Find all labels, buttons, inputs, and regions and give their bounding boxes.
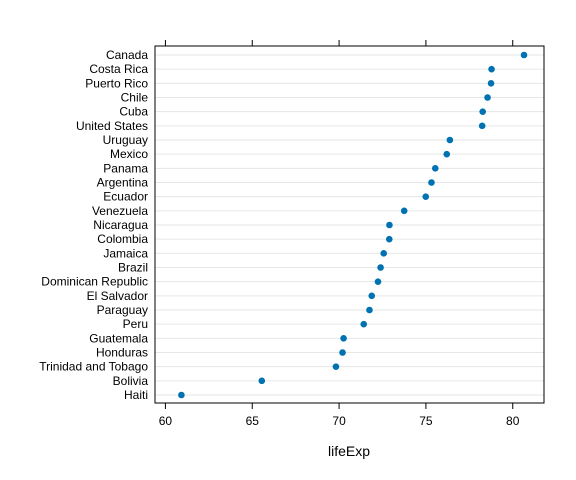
x-tick-label: 60: [159, 414, 173, 428]
category-label: Dominican Republic: [41, 275, 148, 289]
category-label: Colombia: [97, 232, 148, 246]
category-label: Bolivia: [113, 374, 149, 388]
data-point: [332, 363, 340, 370]
category-label: Panama: [103, 161, 148, 175]
category-label: Mexico: [110, 147, 148, 161]
category-label: Jamaica: [103, 246, 148, 260]
data-point: [520, 51, 528, 59]
data-point: [484, 94, 491, 101]
x-tick-label: 65: [246, 414, 260, 428]
category-label: Guatemala: [89, 331, 148, 345]
data-point: [487, 80, 495, 87]
category-label: Argentina: [97, 176, 149, 190]
category-label: Trinidad and Tobago: [39, 360, 148, 374]
data-point: [428, 179, 435, 186]
category-label: Chile: [121, 91, 149, 105]
category-label: Brazil: [118, 261, 148, 275]
x-tick-label: 80: [506, 414, 520, 428]
x-axis-ticks: 60 65 70 75 80: [159, 40, 520, 428]
category-label: United States: [76, 119, 148, 133]
data-point: [374, 278, 382, 285]
data-point: [339, 349, 346, 356]
data-point: [385, 235, 393, 243]
category-label: Canada: [106, 48, 148, 62]
plot-frame: [154, 45, 545, 404]
category-label: Costa Rica: [89, 62, 148, 76]
data-point: [386, 221, 393, 229]
data-point: [488, 65, 495, 73]
category-label: Cuba: [119, 105, 148, 119]
category-label: Paraguay: [97, 303, 148, 317]
data-point: [422, 193, 430, 200]
grid-lines: [155, 54, 544, 396]
data-point: [368, 292, 376, 300]
category-label: Ecuador: [103, 190, 148, 204]
data-point: [258, 377, 266, 385]
category-label: Uruguay: [103, 133, 148, 147]
data-point: [340, 335, 347, 342]
category-label: Haiti: [124, 388, 148, 402]
data-point: [443, 150, 451, 158]
data-point: [400, 207, 408, 215]
data-point: [446, 136, 454, 144]
data-point: [377, 264, 384, 271]
category-label: Puerto Rico: [85, 76, 148, 90]
category-label: Nicaragua: [93, 218, 148, 232]
data-point: [431, 165, 439, 172]
data-point: [178, 391, 185, 399]
category-label: El Salvador: [87, 289, 148, 303]
data-point: [479, 108, 486, 115]
x-axis-title: lifeExp: [328, 443, 370, 459]
category-label: Honduras: [96, 346, 148, 360]
category-label: Venezuela: [92, 204, 148, 218]
x-tick-label: 70: [332, 414, 346, 428]
data-point: [478, 122, 486, 130]
data-points: [178, 51, 528, 399]
data-point: [366, 306, 373, 314]
category-label: Peru: [123, 317, 148, 331]
x-tick-label: 75: [419, 414, 433, 428]
data-point: [380, 250, 388, 257]
data-point: [360, 320, 368, 328]
